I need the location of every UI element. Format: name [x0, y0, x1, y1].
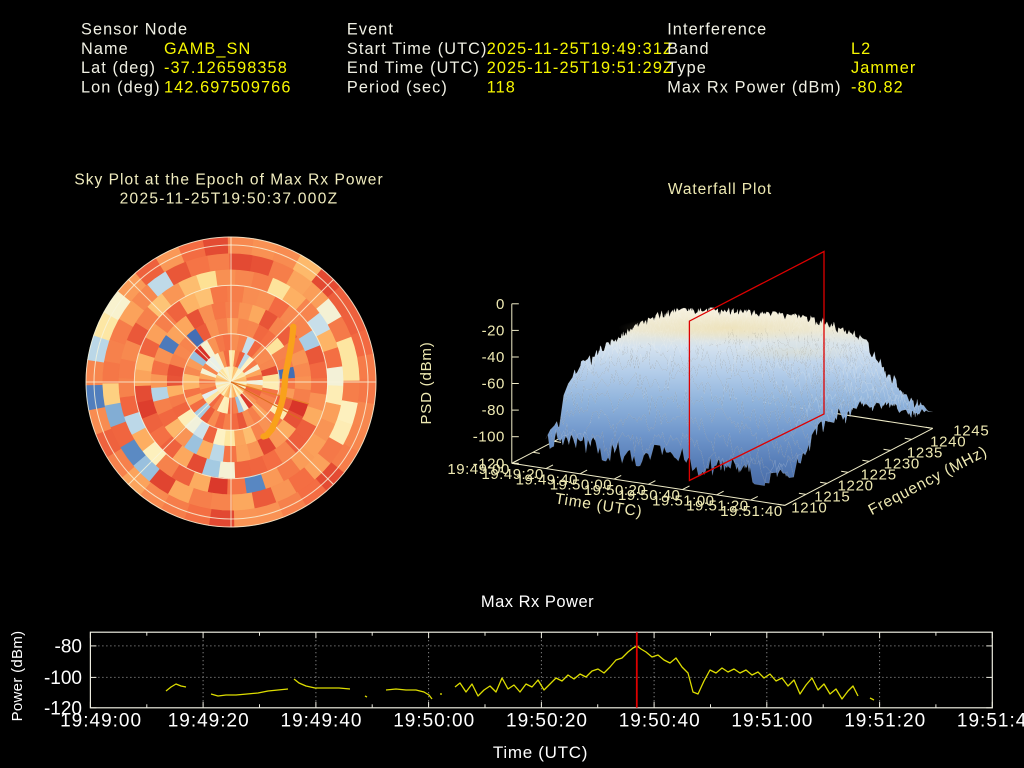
svg-text:1215: 1215 [814, 488, 850, 505]
svg-text:-80: -80 [55, 636, 82, 657]
svg-text:19:49:00: 19:49:00 [447, 461, 509, 478]
svg-text:-120: -120 [473, 455, 505, 472]
svg-text:-60: -60 [482, 376, 505, 393]
svg-text:L2: L2 [851, 40, 871, 58]
svg-text:Power (dBm): Power (dBm) [9, 631, 26, 722]
svg-text:19:51:20: 19:51:20 [686, 498, 748, 515]
svg-text:1210: 1210 [791, 499, 827, 516]
svg-text:19:49:00: 19:49:00 [60, 711, 142, 732]
svg-text:Sensor Node: Sensor Node [81, 21, 188, 39]
svg-text:19:51:20: 19:51:20 [844, 711, 926, 732]
svg-text:-20: -20 [482, 322, 505, 339]
svg-text:Period (sec): Period (sec) [347, 79, 448, 97]
svg-text:-37.126598358: -37.126598358 [164, 59, 288, 77]
svg-text:19:50:00: 19:50:00 [550, 477, 612, 494]
svg-text:End Time (UTC): End Time (UTC) [347, 59, 480, 77]
svg-text:PSD (dBm): PSD (dBm) [418, 341, 435, 424]
svg-text:Max Rx Power: Max Rx Power [481, 593, 594, 611]
svg-text:1245: 1245 [953, 422, 989, 439]
svg-text:19:50:00: 19:50:00 [393, 711, 475, 732]
svg-text:Lat (deg): Lat (deg) [81, 59, 156, 77]
svg-text:-100: -100 [44, 668, 82, 689]
svg-text:19:50:20: 19:50:20 [506, 711, 588, 732]
svg-text:2025-11-25T19:50:37.000Z: 2025-11-25T19:50:37.000Z [120, 191, 339, 208]
svg-text:-40: -40 [482, 349, 505, 366]
svg-text:Max Rx Power (dBm): Max Rx Power (dBm) [667, 79, 842, 97]
svg-text:2025-11-25T19:51:29Z: 2025-11-25T19:51:29Z [487, 59, 674, 77]
svg-text:Jammer: Jammer [851, 59, 916, 77]
svg-text:Waterfall Plot: Waterfall Plot [668, 181, 772, 198]
svg-text:Time (UTC): Time (UTC) [493, 743, 588, 762]
svg-text:19:51:00: 19:51:00 [731, 711, 813, 732]
svg-text:19:51:40: 19:51:40 [957, 711, 1024, 732]
svg-text:-80: -80 [482, 402, 505, 419]
svg-text:GAMB_SN: GAMB_SN [164, 40, 251, 58]
svg-text:19:51:40: 19:51:40 [720, 503, 782, 520]
svg-text:19:50:40: 19:50:40 [618, 487, 680, 504]
svg-text:Event: Event [347, 21, 394, 39]
svg-text:Start Time (UTC): Start Time (UTC) [347, 40, 488, 58]
svg-text:Band: Band [667, 40, 709, 58]
svg-text:-80.82: -80.82 [851, 79, 904, 97]
svg-text:19:49:40: 19:49:40 [516, 471, 578, 488]
svg-text:142.697509766: 142.697509766 [164, 79, 291, 97]
svg-text:19:50:20: 19:50:20 [584, 482, 646, 499]
svg-text:19:49:20: 19:49:20 [168, 711, 250, 732]
svg-text:1240: 1240 [930, 433, 966, 450]
svg-text:19:51:00: 19:51:00 [652, 492, 714, 509]
svg-text:Sky Plot at the Epoch of Max R: Sky Plot at the Epoch of Max Rx Power [74, 172, 383, 189]
svg-text:1220: 1220 [838, 477, 874, 494]
svg-text:2025-11-25T19:49:31Z: 2025-11-25T19:49:31Z [487, 40, 674, 58]
svg-text:-120: -120 [44, 698, 82, 719]
svg-text:-100: -100 [473, 429, 505, 446]
svg-text:1225: 1225 [861, 466, 897, 483]
svg-text:1230: 1230 [884, 455, 920, 472]
svg-text:Interference: Interference [667, 21, 767, 39]
svg-text:Name: Name [81, 40, 129, 58]
svg-text:0: 0 [496, 296, 505, 313]
svg-text:1235: 1235 [907, 444, 943, 461]
svg-text:Lon (deg): Lon (deg) [81, 79, 161, 97]
svg-text:19:49:40: 19:49:40 [281, 711, 363, 732]
svg-text:118: 118 [487, 79, 516, 97]
svg-text:19:50:40: 19:50:40 [619, 711, 701, 732]
svg-text:Type: Type [667, 59, 707, 77]
svg-text:19:49:20: 19:49:20 [482, 466, 544, 483]
